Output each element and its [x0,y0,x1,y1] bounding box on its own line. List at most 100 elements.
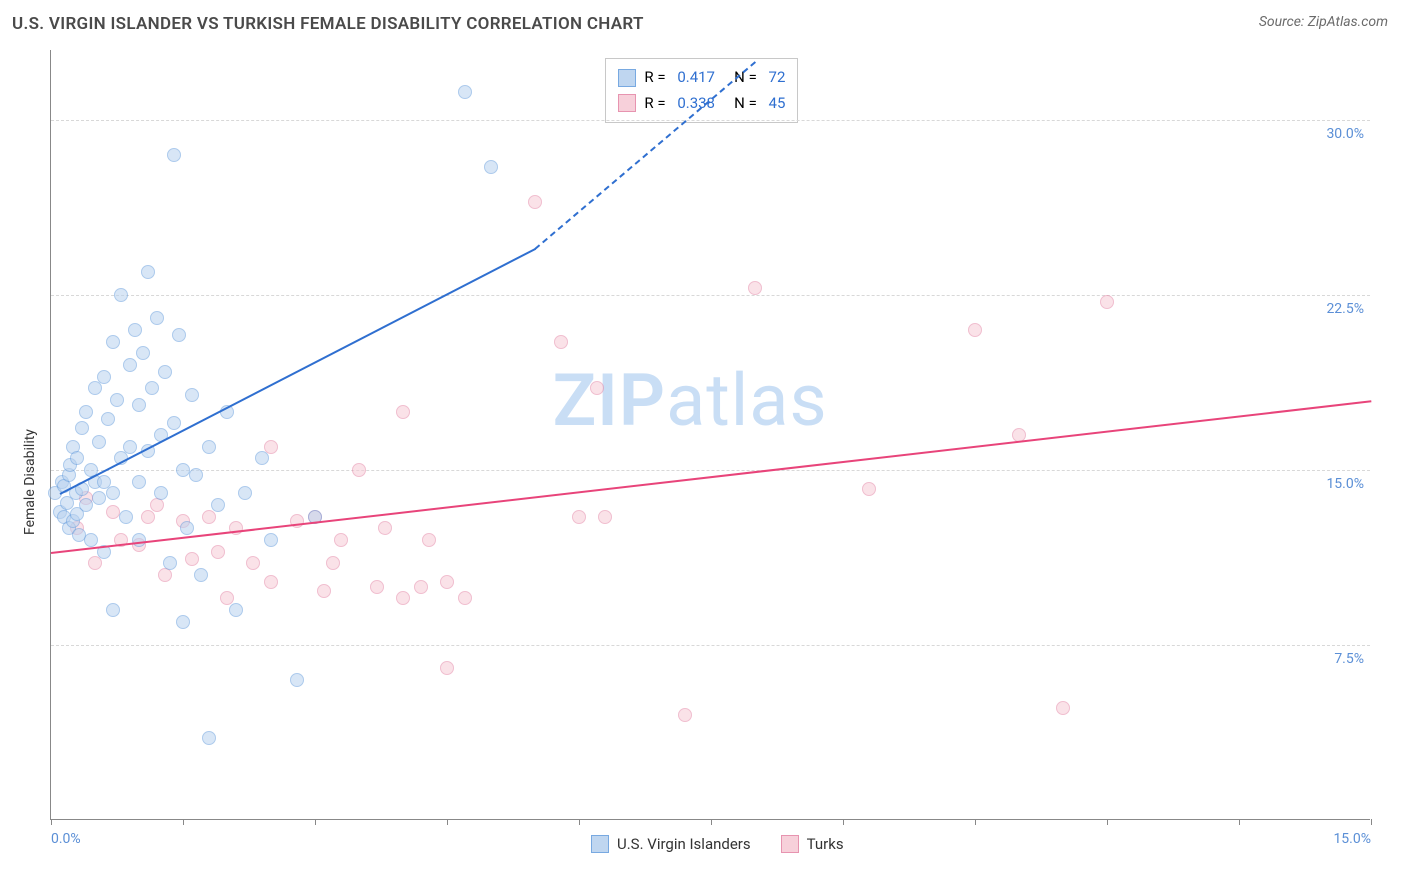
data-point [202,731,216,745]
data-point [97,475,111,489]
swatch-turks [618,94,636,112]
x-tick [51,819,52,825]
data-point [136,346,150,360]
data-point [97,370,111,384]
data-point [132,533,146,547]
data-point [106,603,120,617]
data-point [264,533,278,547]
x-tick [711,819,712,825]
x-tick [1239,819,1240,825]
data-point [79,405,93,419]
data-point [572,510,586,524]
x-tick [975,819,976,825]
data-point [598,510,612,524]
data-point [255,451,269,465]
swatch-usvi [618,69,636,87]
data-point [862,482,876,496]
data-point [458,85,472,99]
data-point [114,288,128,302]
legend-row-usvi: R = 0.417 N = 72 [618,65,785,91]
data-point [75,421,89,435]
data-point [440,575,454,589]
data-point [154,486,168,500]
legend-n-label: N = [723,65,761,91]
data-point [158,365,172,379]
data-point [422,533,436,547]
watermark: ZIPatlas [553,358,828,443]
data-point [229,603,243,617]
data-point [141,265,155,279]
data-point [119,510,133,524]
y-tick-label: 30.0% [1326,126,1364,142]
y-tick-label: 7.5% [1334,651,1364,667]
data-point [1056,701,1070,715]
data-point [128,323,142,337]
data-point [414,580,428,594]
data-point [317,584,331,598]
data-point [458,591,472,605]
plot-area: ZIPatlas R = 0.417 N = 72 R = 0.338 N = … [50,50,1370,820]
correlation-legend: R = 0.417 N = 72 R = 0.338 N = 45 [605,58,798,123]
legend-r-label: R = [644,65,669,91]
legend-n-turks: 45 [769,91,786,117]
data-point [396,591,410,605]
data-point [211,545,225,559]
data-point [79,498,93,512]
series-legend-turks: Turks [781,835,844,853]
y-tick-label: 22.5% [1326,301,1364,317]
data-point [176,463,190,477]
y-axis-label: Female Disability [22,429,38,535]
legend-row-turks: R = 0.338 N = 45 [618,91,785,117]
x-tick [843,819,844,825]
legend-r-label: R = [644,91,669,117]
data-point [167,148,181,162]
data-point [172,328,186,342]
x-tick [579,819,580,825]
data-point [88,556,102,570]
data-point [167,416,181,430]
series-label-turks: Turks [807,835,844,853]
watermark-zip: ZIP [553,358,666,443]
swatch-turks [781,835,799,853]
trend-line [51,400,1371,554]
series-legend: U.S. Virgin Islanders Turks [591,835,844,853]
gridline [51,470,1370,471]
data-point [678,708,692,722]
gridline [51,295,1370,296]
data-point [106,505,120,519]
data-point [189,468,203,482]
gridline [51,120,1370,121]
data-point [123,358,137,372]
data-point [211,498,225,512]
source-label: Source: ZipAtlas.com [1259,14,1388,30]
data-point [396,405,410,419]
data-point [92,435,106,449]
data-point [150,311,164,325]
data-point [748,281,762,295]
data-point [202,510,216,524]
data-point [352,463,366,477]
data-point [264,575,278,589]
x-tick [447,819,448,825]
data-point [554,335,568,349]
data-point [88,381,102,395]
data-point [70,451,84,465]
legend-n-label: N = [723,91,761,117]
data-point [528,195,542,209]
data-point [101,412,115,426]
chart-title: U.S. VIRGIN ISLANDER VS TURKISH FEMALE D… [12,14,644,34]
data-point [180,521,194,535]
data-point [92,491,106,505]
data-point [84,533,98,547]
data-point [106,486,120,500]
data-point [141,510,155,524]
data-point [440,661,454,675]
data-point [370,580,384,594]
x-tick [1107,819,1108,825]
y-tick-label: 15.0% [1326,476,1364,492]
x-tick [1371,819,1372,825]
data-point [176,615,190,629]
data-point [290,673,304,687]
data-point [106,335,120,349]
series-legend-usvi: U.S. Virgin Islanders [591,835,751,853]
